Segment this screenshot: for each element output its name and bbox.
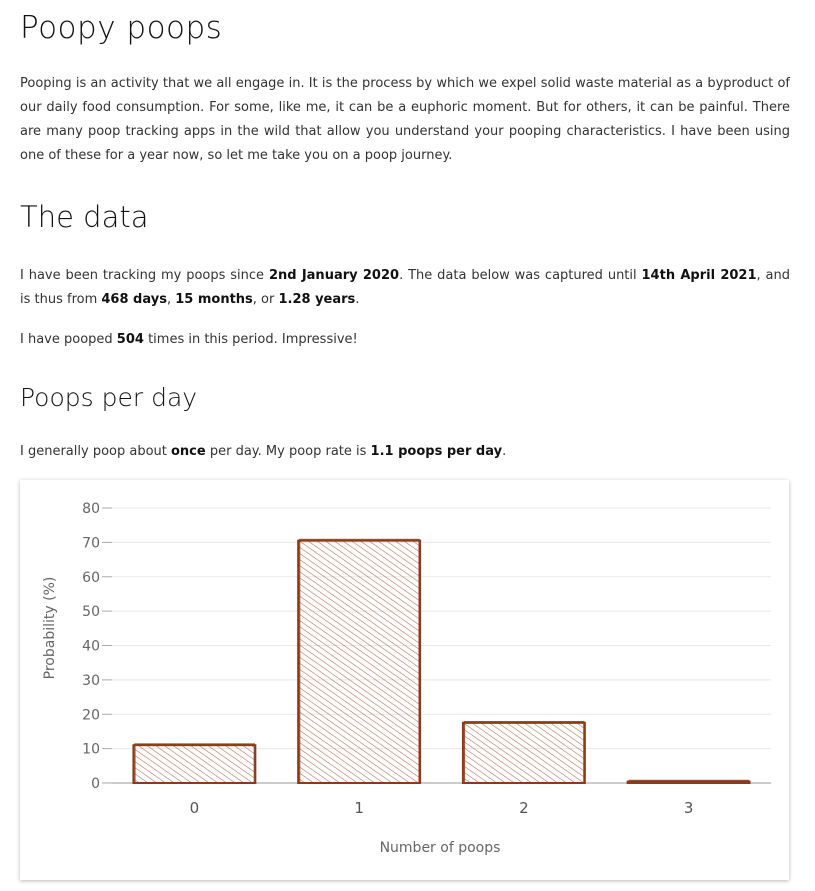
- text-span: ,: [166, 292, 176, 307]
- text-span: per day. My poop rate is: [205, 444, 371, 459]
- x-tick-label: 3: [684, 799, 694, 817]
- x-tick-label: 2: [519, 799, 529, 817]
- text-span: .: [502, 444, 507, 459]
- x-axis: 0 1 2 3: [190, 799, 694, 817]
- text-span: , and is thus from: [20, 268, 790, 307]
- y-tick-label: 80: [82, 501, 100, 517]
- text-span: .: [355, 292, 360, 307]
- bar-2: [461, 721, 586, 784]
- y-tick-label: 30: [82, 673, 100, 689]
- y-tick-label: 50: [82, 604, 100, 620]
- bar-outline-2: [463, 720, 585, 784]
- x-tick-label: 0: [190, 799, 200, 817]
- end-date: 14th April 2021: [641, 268, 757, 283]
- bar-outline-1: [299, 538, 420, 784]
- grid-lines: [112, 507, 771, 784]
- y-tick-label: 40: [82, 639, 100, 655]
- bar-chart: 0 10 20 30 40 50 60 70 80 0 1 2 3 Probability (%) N…: [42, 501, 771, 856]
- bars: [132, 538, 751, 784]
- poop-count: 504: [116, 332, 144, 347]
- years-count: 1.28 years: [278, 292, 356, 307]
- bar-outline-0: [134, 743, 255, 784]
- months-count: 15 months: [175, 292, 253, 307]
- text-span: I generally poop about: [20, 444, 171, 459]
- y-tick-label: 0: [91, 776, 100, 792]
- page-title: Poopy poops: [20, 10, 223, 46]
- data-heading: The data: [20, 200, 149, 234]
- intro-paragraph: Pooping is an activity that we all engag…: [20, 76, 790, 163]
- text-span: , or: [252, 292, 279, 307]
- text-span: . The data below was captured until: [399, 268, 642, 283]
- y-tick-label: 60: [82, 570, 100, 586]
- x-tick-label: 1: [354, 799, 364, 817]
- y-axis: 0 10 20 30 40 50 60 70 80: [82, 501, 112, 792]
- poop-rate: 1.1 poops per day: [370, 444, 503, 459]
- start-date: 2nd January 2020: [268, 268, 400, 283]
- y-tick-label: 70: [82, 535, 100, 551]
- count-paragraph: I have pooped 504 times in this period. …: [20, 328, 790, 352]
- bar-1: [297, 539, 422, 784]
- y-tick-label: 10: [82, 742, 100, 758]
- once-text: once: [171, 444, 206, 459]
- rate-paragraph: I generally poop about once per day. My …: [20, 440, 790, 464]
- y-axis-label: Probability (%): [42, 577, 58, 680]
- chart-card: 0 10 20 30 40 50 60 70 80 0 1 2 3 Probability (%) N…: [20, 480, 789, 880]
- text-span: times in this period. Impressive!: [143, 332, 358, 347]
- bar-outline-3: [628, 779, 750, 784]
- x-axis-label: Number of poops: [380, 840, 501, 856]
- rate-heading: Poops per day: [20, 383, 198, 412]
- data-paragraph: I have been tracking my poops since 2nd …: [20, 264, 790, 312]
- y-tick-label: 20: [82, 707, 100, 723]
- text-span: I have been tracking my poops since: [20, 268, 269, 283]
- days-count: 468 days: [101, 292, 167, 307]
- text-span: I have pooped: [20, 332, 117, 347]
- bar-0: [132, 744, 257, 784]
